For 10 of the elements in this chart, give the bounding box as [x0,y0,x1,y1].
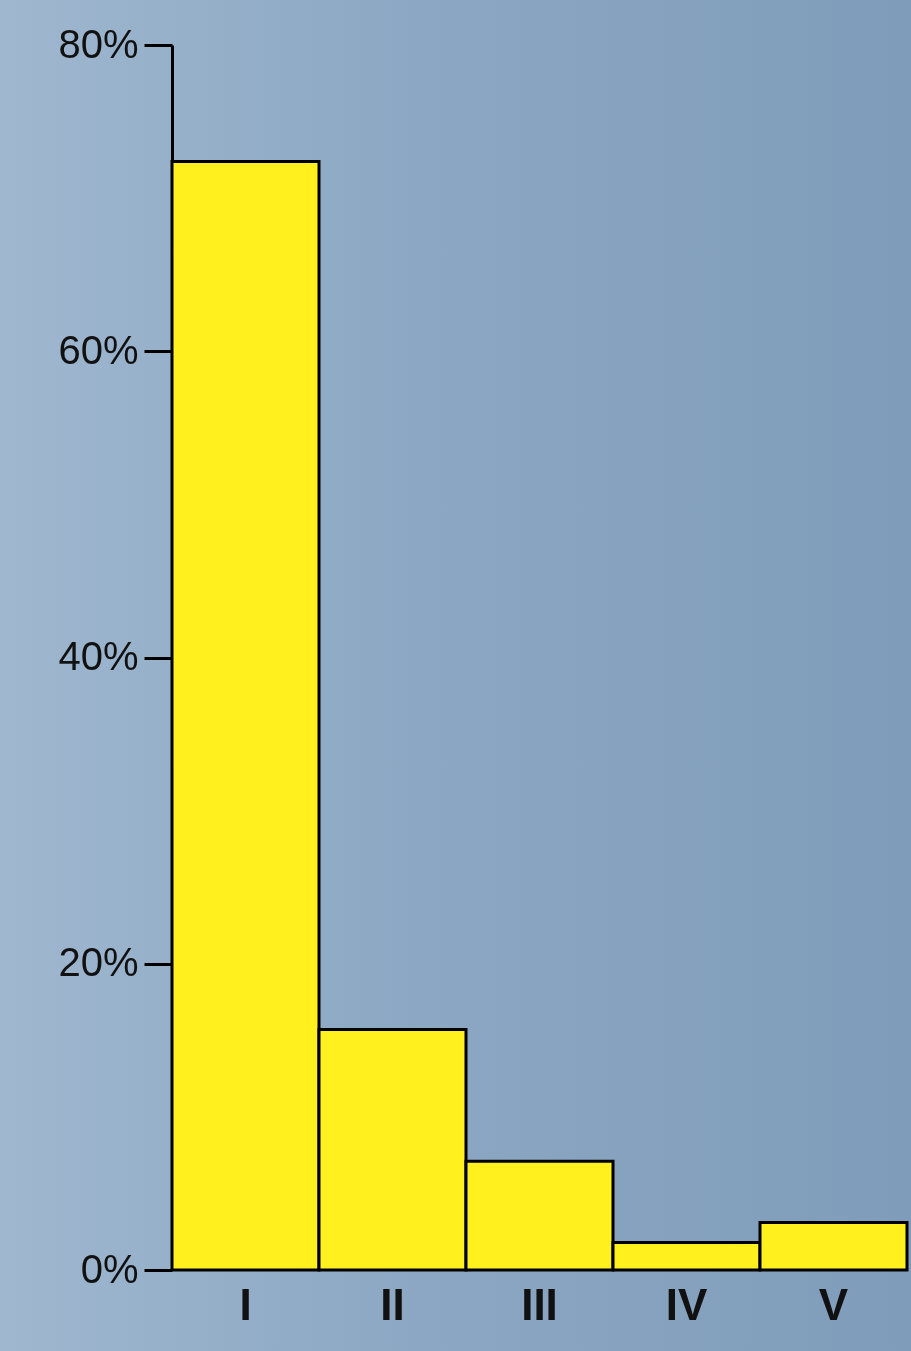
x-tick-label: IV [665,1279,708,1329]
y-tick-label: 60% [58,327,139,372]
x-tick-label: I [239,1279,252,1329]
y-tick-label: 80% [58,21,139,66]
y-tick-label: 40% [58,634,139,678]
y-tick-label: 20% [58,940,139,985]
x-tick-label: V [818,1279,849,1329]
y-tick-label: 0% [80,1246,139,1291]
x-tick-label: II [380,1279,405,1329]
x-tick-label: III [521,1279,558,1329]
